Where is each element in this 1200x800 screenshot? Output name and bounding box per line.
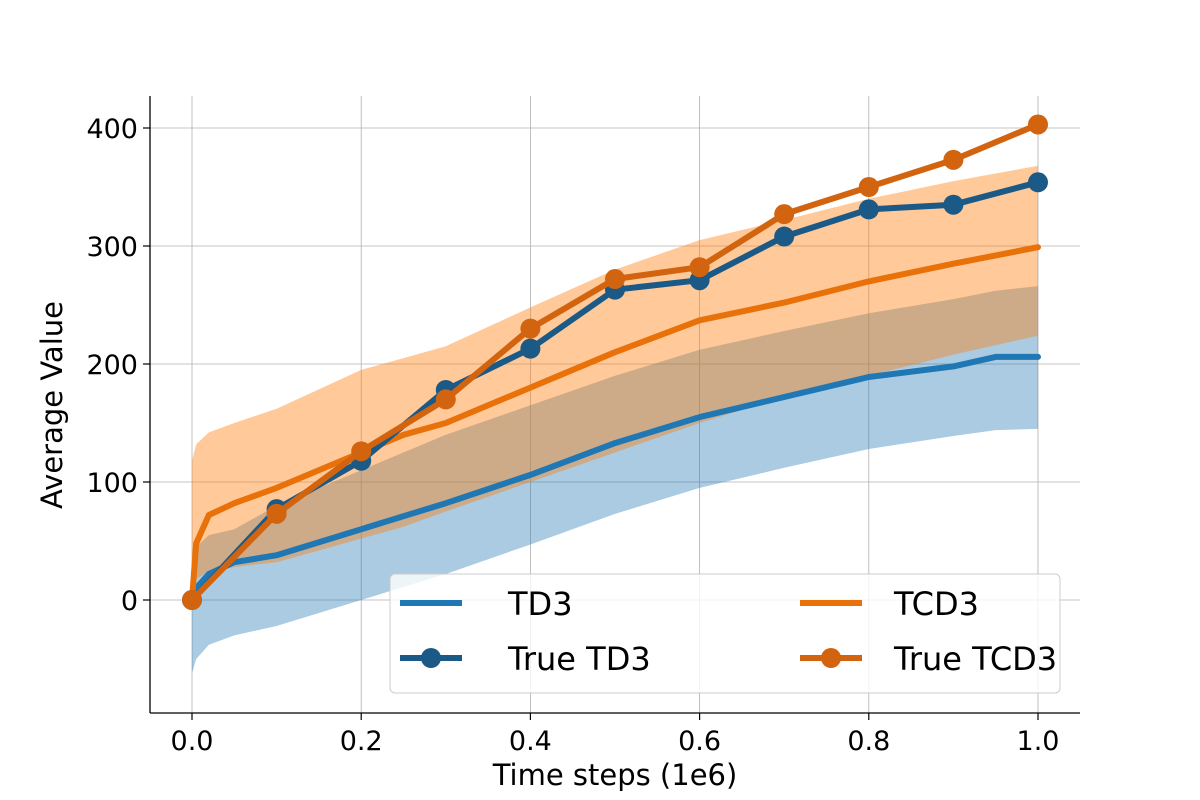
x-tick-label: 0.8 xyxy=(847,726,890,757)
y-axis-label: Average Value xyxy=(35,301,69,509)
band-tcd3 xyxy=(192,165,1038,589)
marker-true-tcd3 xyxy=(858,177,879,197)
legend-label-true-td3: True TD3 xyxy=(507,640,651,678)
legend-label-tcd3: TCD3 xyxy=(893,585,979,623)
legend: TD3 TCD3 True TD3 True TCD3 xyxy=(389,573,1061,694)
x-tick-label: 0.6 xyxy=(678,726,721,757)
marker-true-tcd3 xyxy=(182,590,202,610)
x-axis-label: Time steps (1e6) xyxy=(492,758,738,792)
x-tick-label: 0.2 xyxy=(340,726,383,757)
y-tick-label: 0 xyxy=(121,586,138,617)
y-tick-label: 400 xyxy=(86,114,138,145)
marker-true-tcd3 xyxy=(605,269,625,290)
x-tick-label: 0.0 xyxy=(171,726,214,757)
marker-true-tcd3 xyxy=(266,503,287,524)
y-tick-label: 100 xyxy=(86,468,138,499)
marker-true-tcd3 xyxy=(1028,114,1048,135)
legend-label-true-tcd3: True TCD3 xyxy=(893,640,1057,678)
line-tcd3 xyxy=(189,244,1041,603)
marker-true-tcd3 xyxy=(520,318,541,339)
marker-true-td3 xyxy=(1028,172,1048,193)
x-tick-label: 1.0 xyxy=(1017,726,1060,757)
marker-true-td3 xyxy=(520,338,541,359)
legend-marker-true-td3 xyxy=(421,648,441,668)
grid xyxy=(150,96,1080,713)
legend-frame xyxy=(389,573,1061,694)
legend-marker-true-tcd3 xyxy=(821,648,841,668)
marker-true-td3 xyxy=(943,194,964,215)
marker-true-tcd3 xyxy=(774,204,795,225)
y-tick-label: 200 xyxy=(86,350,138,381)
axes xyxy=(149,96,1080,714)
marker-true-td3 xyxy=(774,226,795,247)
y-tick-label: 300 xyxy=(86,232,138,263)
marker-true-tcd3 xyxy=(435,389,456,410)
series-lines xyxy=(182,114,1048,610)
marker-true-tcd3 xyxy=(351,441,372,462)
marker-true-td3 xyxy=(858,199,879,220)
marker-true-tcd3 xyxy=(943,149,964,170)
ticks: 0.0 0.2 0.4 0.6 0.8 1.0 0 100 200 300 400 xyxy=(86,114,1059,757)
marker-true-tcd3 xyxy=(689,257,710,278)
legend-label-td3: TD3 xyxy=(507,585,573,623)
x-tick-label: 0.4 xyxy=(509,726,552,757)
